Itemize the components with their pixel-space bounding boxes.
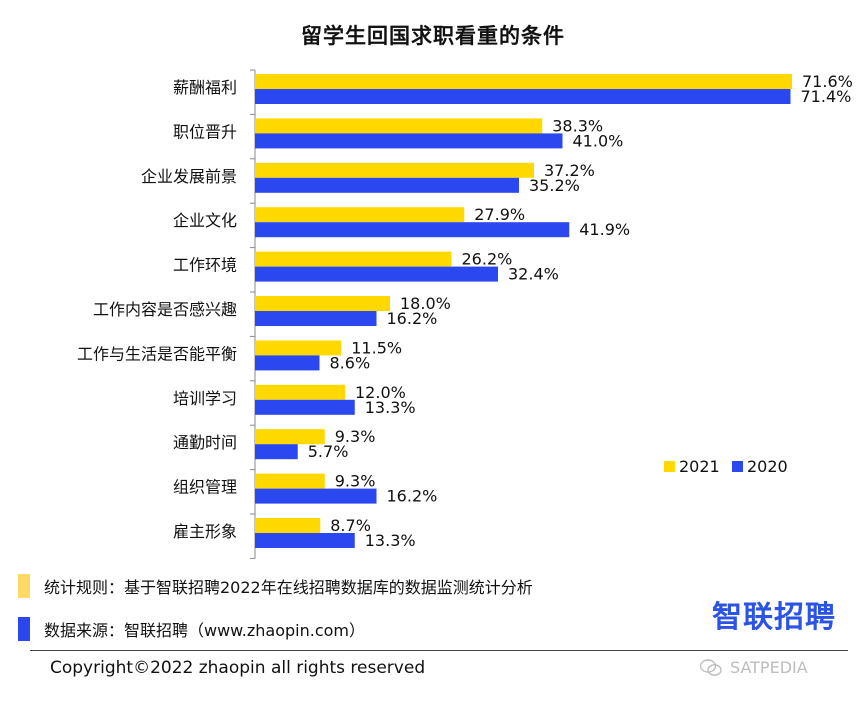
category-label: 雇主形象 [173, 522, 237, 541]
data-label-2020: 32.4% [508, 265, 559, 284]
watermark-text: SATPEDIA [730, 658, 808, 677]
bar-2020 [255, 133, 563, 149]
bar-2020 [255, 311, 377, 326]
legend-label-2021: 2021 [679, 457, 720, 476]
bar-2020 [255, 355, 320, 371]
data-label-2021: 9.3% [335, 472, 376, 491]
zhaopin-logo: 智联招聘 [712, 600, 836, 635]
data-label-2021: 11.5% [351, 338, 402, 357]
category-label: 通勤时间 [173, 433, 237, 452]
data-label-2020: 41.0% [573, 131, 624, 150]
category-label: 工作内容是否感兴趣 [93, 300, 237, 319]
data-label-2020: 13.3% [365, 531, 416, 550]
category-label: 培训学习 [173, 389, 237, 408]
bar-2020 [255, 533, 355, 548]
bar-2021 [255, 296, 390, 311]
footer-divider [30, 650, 848, 651]
data-label-2020: 16.2% [387, 309, 438, 328]
bar-2021 [255, 340, 342, 356]
category-label: 企业文化 [173, 211, 237, 230]
wechat-icon [700, 658, 722, 676]
copyright-text: Copyright©2022 zhaopin all rights reserv… [50, 658, 426, 678]
data-label-2021: 12.0% [355, 383, 406, 402]
category-label: 组织管理 [173, 478, 237, 497]
legend-swatch-2021 [664, 461, 675, 472]
category-label: 薪酬福利 [173, 78, 237, 97]
chart-title: 留学生回国求职看重的条件 [301, 24, 565, 48]
category-label: 工作与生活是否能平衡 [77, 344, 237, 363]
stat-rule-note: 统计规则：基于智联招聘2022年在线招聘数据库的数据监测统计分析 [18, 573, 533, 599]
bar-2021 [255, 74, 792, 89]
data-label-2020: 41.9% [579, 220, 630, 239]
bar-2021 [255, 162, 534, 178]
source-text: 数据来源：智联招聘（www.zhaopin.com） [44, 621, 366, 640]
bar-2021 [255, 473, 325, 489]
stat-rule-swatch [18, 574, 30, 598]
legend-label-2020: 2020 [747, 457, 788, 476]
legend-swatch-2020 [732, 461, 743, 472]
data-label-2021: 9.3% [335, 427, 376, 446]
category-label: 企业发展前景 [141, 167, 237, 186]
bar-2021 [255, 118, 543, 134]
data-label-2020: 5.7% [308, 442, 349, 461]
bar-2021 [255, 251, 452, 267]
source-swatch [18, 617, 30, 641]
data-label-2020: 13.3% [365, 398, 416, 417]
data-label-2021: 8.7% [330, 516, 371, 535]
data-label-2021: 37.2% [544, 161, 595, 180]
bar-2020 [255, 222, 570, 238]
bar-2021 [255, 518, 321, 533]
bar-2021 [255, 429, 325, 445]
data-label-2020: 71.4% [801, 87, 852, 106]
stat-rule-text: 统计规则：基于智联招聘2022年在线招聘数据库的数据监测统计分析 [44, 578, 533, 597]
source-note: 数据来源：智联招聘（www.zhaopin.com） [18, 616, 365, 642]
data-label-2020: 35.2% [529, 176, 580, 195]
bar-2021 [255, 207, 465, 223]
bar-chart: 薪酬福利 71.6%71.4%职位晋升 38.3%41.0%企业发展前景 37.2%3… [77, 69, 853, 559]
category-label: 职位晋升 [173, 122, 237, 141]
bar-2021 [255, 384, 345, 400]
data-label-2021: 18.0% [400, 294, 451, 313]
category-label: 工作环境 [173, 256, 237, 275]
bar-2020 [255, 266, 498, 282]
bar-2020 [255, 89, 791, 104]
bar-2020 [255, 444, 298, 460]
watermark: SATPEDIA [700, 658, 808, 677]
bar-2020 [255, 488, 377, 504]
data-label-2021: 27.9% [474, 205, 525, 224]
data-label-2020: 16.2% [387, 487, 438, 506]
bar-2020 [255, 177, 519, 193]
bar-2020 [255, 399, 355, 415]
data-label-2021: 71.6% [802, 72, 853, 91]
data-label-2020: 8.6% [330, 353, 371, 372]
data-label-2021: 26.2% [462, 250, 513, 269]
data-label-2021: 38.3% [552, 116, 603, 135]
